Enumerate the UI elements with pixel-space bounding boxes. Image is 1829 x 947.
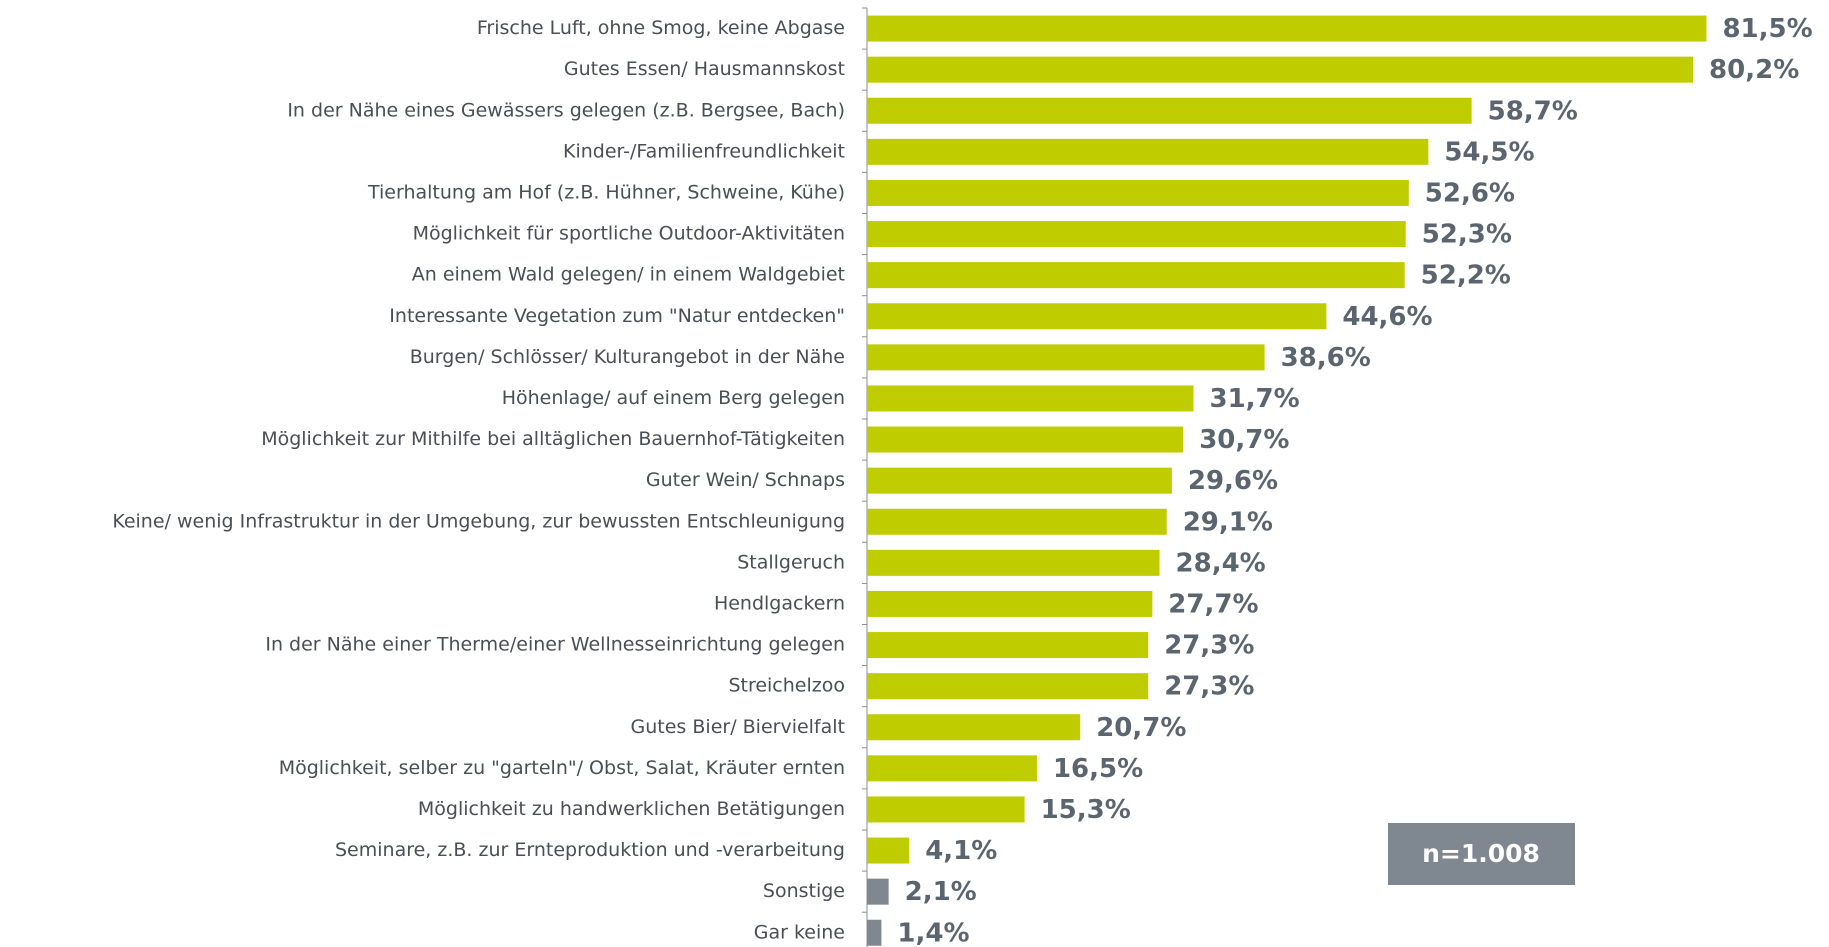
bar — [867, 796, 1025, 822]
category-label: Möglichkeit zu handwerklichen Betätigung… — [418, 798, 845, 820]
bar — [867, 180, 1409, 206]
category-label: Stallgeruch — [737, 551, 845, 573]
bar — [867, 550, 1160, 576]
category-label: In der Nähe eines Gewässers gelegen (z.B… — [287, 99, 845, 121]
category-label: Interessante Vegetation zum "Natur entde… — [389, 305, 845, 327]
value-label: 27,3% — [1164, 631, 1254, 661]
bar — [867, 221, 1406, 247]
bar — [867, 509, 1167, 535]
value-label: 1,4% — [897, 918, 969, 947]
category-label: Hendlgackern — [714, 592, 845, 614]
category-label: Gar keine — [754, 921, 845, 943]
bar — [867, 139, 1428, 165]
category-label: Gutes Essen/ Hausmannskost — [564, 58, 845, 80]
category-label: Sonstige — [763, 880, 845, 902]
value-label: 81,5% — [1722, 14, 1812, 44]
value-label: 44,6% — [1342, 302, 1432, 332]
category-label: Tierhaltung am Hof (z.B. Hühner, Schwein… — [367, 181, 845, 203]
bar — [867, 838, 909, 864]
bar — [867, 632, 1148, 658]
bar — [867, 427, 1183, 453]
category-label: Burgen/ Schlösser/ Kulturangebot in der … — [410, 346, 845, 368]
bar — [867, 755, 1037, 781]
bar — [867, 303, 1326, 329]
bar — [867, 98, 1472, 124]
value-label: 58,7% — [1488, 96, 1578, 126]
category-label: Streichelzoo — [728, 675, 845, 697]
category-label: Guter Wein/ Schnaps — [646, 469, 845, 491]
category-label: Keine/ wenig Infrastruktur in der Umgebu… — [112, 510, 845, 532]
value-label: 29,6% — [1188, 466, 1278, 496]
value-label: 16,5% — [1053, 754, 1143, 784]
bar — [867, 673, 1148, 699]
category-label: In der Nähe einer Therme/einer Wellnesse… — [265, 634, 845, 656]
bar — [867, 57, 1693, 83]
value-label: 52,2% — [1421, 261, 1511, 291]
value-label: 80,2% — [1709, 55, 1799, 85]
bar — [867, 920, 881, 946]
value-label: 29,1% — [1183, 507, 1273, 537]
bar — [867, 714, 1080, 740]
value-label: 27,7% — [1168, 589, 1258, 619]
value-label: 2,1% — [905, 877, 977, 907]
category-label: Gutes Bier/ Biervielfalt — [631, 716, 845, 738]
category-label: Seminare, z.B. zur Ernteproduktion und -… — [335, 839, 845, 861]
category-label: An einem Wald gelegen/ in einem Waldgebi… — [412, 264, 845, 286]
value-label: 4,1% — [925, 836, 997, 866]
value-label: 52,6% — [1425, 178, 1515, 208]
page: {"chart_data": {"type": "barh", "categor… — [0, 0, 1829, 947]
value-label: 15,3% — [1041, 795, 1131, 825]
category-label: Möglichkeit zur Mithilfe bei alltägliche… — [261, 428, 845, 450]
category-label: Frische Luft, ohne Smog, keine Abgase — [477, 17, 845, 39]
category-label: Möglichkeit für sportliche Outdoor-Aktiv… — [413, 223, 845, 245]
value-label: 20,7% — [1096, 713, 1186, 743]
bar — [867, 468, 1172, 494]
annotation: n=1.008 — [1422, 839, 1540, 868]
bar — [867, 385, 1194, 411]
value-label: 52,3% — [1422, 220, 1512, 250]
value-label: 28,4% — [1176, 548, 1266, 578]
bar — [867, 591, 1152, 617]
value-label: 27,3% — [1164, 672, 1254, 702]
category-label: Kinder-/Familienfreundlichkeit — [563, 140, 845, 162]
bar — [867, 262, 1405, 288]
category-label: Möglichkeit, selber zu "garteln"/ Obst, … — [279, 757, 845, 779]
category-label: Höhenlage/ auf einem Berg gelegen — [502, 387, 845, 409]
value-label: 31,7% — [1210, 384, 1300, 414]
chart: n=1.008 Frische Luft, ohne Smog, keine A… — [0, 0, 1829, 947]
bar — [867, 16, 1706, 42]
value-label: 38,6% — [1281, 343, 1371, 373]
bar — [867, 879, 889, 905]
bar — [867, 344, 1265, 370]
value-label: 54,5% — [1444, 137, 1534, 167]
value-label: 30,7% — [1199, 425, 1289, 455]
